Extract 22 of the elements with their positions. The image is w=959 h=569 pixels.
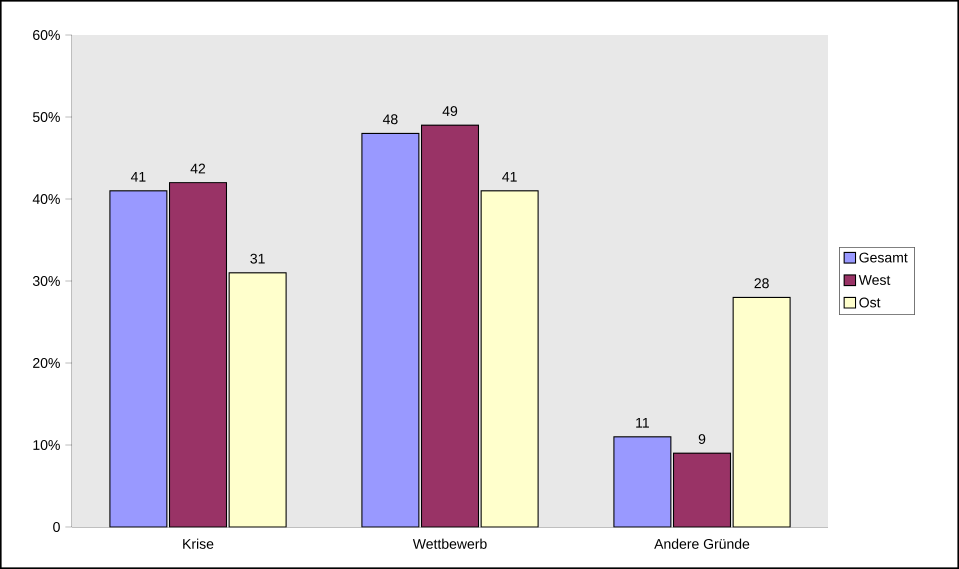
y-tick-label: 20% bbox=[33, 358, 60, 368]
legend-label: Ost bbox=[859, 298, 880, 308]
y-tick-label: 40% bbox=[32, 194, 60, 204]
y-tick-label: 30% bbox=[32, 276, 60, 286]
data-label: 48 bbox=[382, 114, 398, 124]
data-label: 28 bbox=[754, 278, 769, 288]
legend-label: West bbox=[858, 275, 890, 285]
y-tick-label: 50% bbox=[32, 112, 60, 122]
data-label: 11 bbox=[636, 418, 649, 428]
data-label: 41 bbox=[130, 172, 146, 182]
y-tick-label: 0 bbox=[53, 522, 60, 532]
y-tick-label: 60% bbox=[33, 30, 60, 40]
x-tick-label: Andere Gründe bbox=[654, 538, 750, 549]
data-label: 49 bbox=[442, 106, 458, 116]
y-tick-label: 10% bbox=[33, 440, 60, 450]
data-label: 9 bbox=[698, 434, 706, 444]
data-label: 42 bbox=[190, 164, 206, 174]
data-label: 31 bbox=[250, 254, 265, 264]
x-tick-label: Krise bbox=[183, 538, 214, 549]
data-label: 41 bbox=[502, 172, 517, 182]
legend-label: Gesamt bbox=[859, 252, 908, 263]
x-tick-label: Wettbewerb bbox=[412, 538, 487, 549]
